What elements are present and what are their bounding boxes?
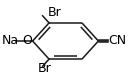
Text: Br: Br — [48, 6, 61, 19]
Text: CN: CN — [108, 35, 126, 47]
Text: Br: Br — [37, 62, 51, 75]
Text: O: O — [22, 35, 32, 47]
Text: Na: Na — [2, 35, 19, 47]
